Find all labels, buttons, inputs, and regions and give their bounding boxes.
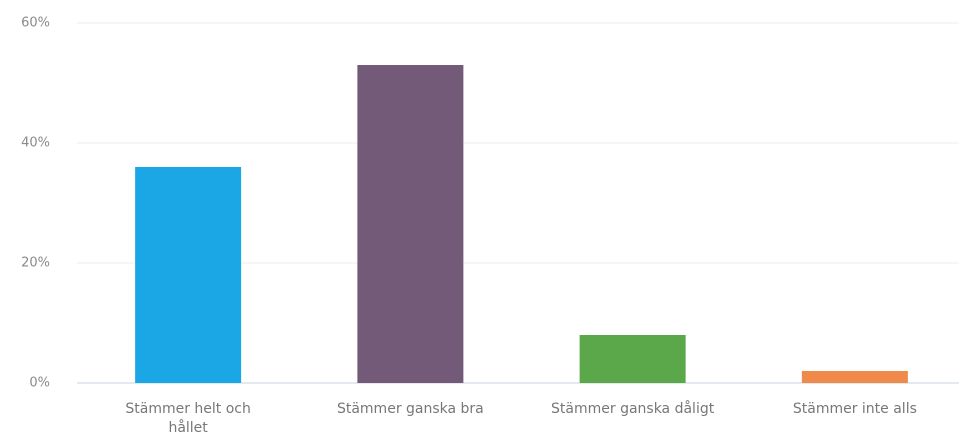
y-tick-label: 20% — [21, 256, 50, 271]
y-tick-label: 60% — [21, 16, 50, 31]
x-tick-label: Stämmer inte alls — [792, 401, 917, 417]
bar — [357, 65, 464, 383]
y-tick-label: 0% — [29, 376, 50, 391]
x-tick-label: Stämmer helt och hållet — [125, 401, 251, 436]
bar — [801, 371, 908, 383]
y-tick-label: 40% — [21, 136, 50, 151]
bar — [579, 335, 686, 383]
x-tick-label: Stämmer ganska bra — [336, 401, 484, 417]
x-tick-label: Stämmer ganska dåligt — [551, 401, 715, 417]
bar — [135, 167, 242, 383]
